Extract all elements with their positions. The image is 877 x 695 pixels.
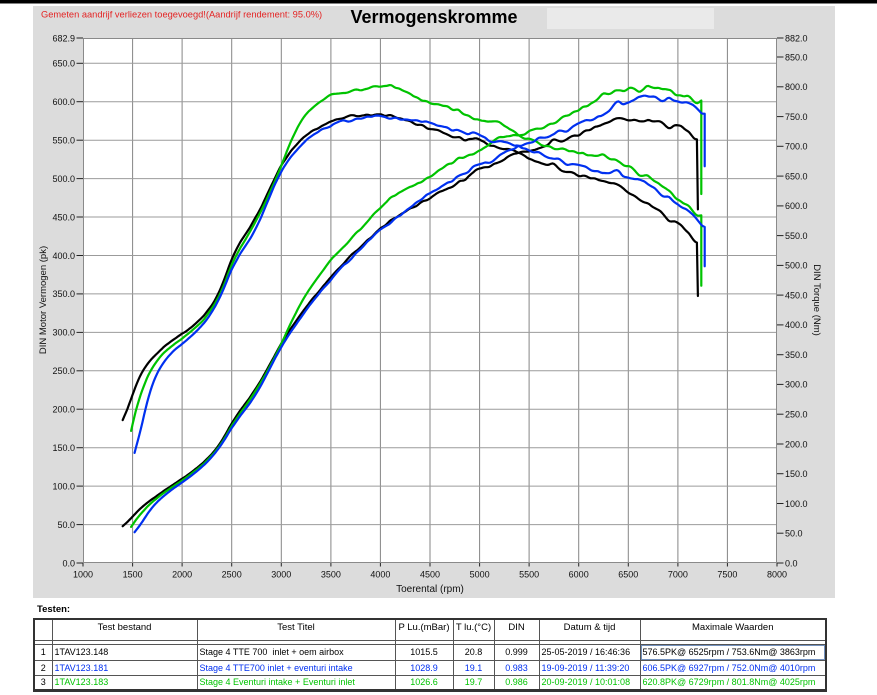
svg-text:200.0: 200.0 (785, 439, 808, 449)
svg-text:0.0: 0.0 (785, 558, 798, 568)
svg-text:400.0: 400.0 (52, 251, 75, 261)
svg-text:Gemeten aandrijf verliezen toe: Gemeten aandrijf verliezen toegevoegd!(A… (41, 10, 322, 20)
svg-text:800.0: 800.0 (785, 82, 808, 92)
svg-text:6000: 6000 (569, 569, 589, 579)
svg-text:650.0: 650.0 (785, 171, 808, 181)
svg-text:2000: 2000 (172, 569, 192, 579)
svg-text:8000: 8000 (767, 569, 787, 579)
svg-text:450.0: 450.0 (785, 290, 808, 300)
svg-text:682.9: 682.9 (52, 33, 75, 43)
svg-text:3000: 3000 (271, 569, 291, 579)
svg-text:1000: 1000 (73, 569, 93, 579)
svg-text:50.0: 50.0 (57, 520, 75, 530)
svg-text:Toerental (rpm): Toerental (rpm) (396, 584, 464, 595)
svg-text:6500: 6500 (618, 569, 638, 579)
svg-text:100.0: 100.0 (52, 481, 75, 491)
svg-text:150.0: 150.0 (52, 443, 75, 453)
svg-text:350.0: 350.0 (52, 289, 75, 299)
svg-text:Vermogenskromme: Vermogenskromme (350, 7, 517, 27)
svg-text:650.0: 650.0 (52, 59, 75, 69)
svg-text:100.0: 100.0 (785, 499, 808, 509)
svg-text:7000: 7000 (668, 569, 688, 579)
svg-text:550.0: 550.0 (52, 136, 75, 146)
svg-text:5500: 5500 (519, 569, 539, 579)
svg-text:550.0: 550.0 (785, 231, 808, 241)
svg-text:50.0: 50.0 (785, 529, 803, 539)
svg-text:0.0: 0.0 (62, 558, 75, 568)
svg-text:7500: 7500 (717, 569, 737, 579)
svg-text:3500: 3500 (321, 569, 341, 579)
svg-text:4000: 4000 (370, 569, 390, 579)
svg-text:5000: 5000 (470, 569, 490, 579)
svg-text:DIN Torque (Nm): DIN Torque (Nm) (811, 264, 822, 336)
svg-text:500.0: 500.0 (785, 261, 808, 271)
svg-text:DIN Motor Vermogen (pk): DIN Motor Vermogen (pk) (38, 246, 49, 354)
svg-text:350.0: 350.0 (785, 350, 808, 360)
svg-text:700.0: 700.0 (785, 142, 808, 152)
svg-text:150.0: 150.0 (785, 469, 808, 479)
svg-text:300.0: 300.0 (52, 328, 75, 338)
svg-text:250.0: 250.0 (785, 410, 808, 420)
svg-text:850.0: 850.0 (785, 52, 808, 62)
svg-text:600.0: 600.0 (785, 201, 808, 211)
svg-text:750.0: 750.0 (785, 112, 808, 122)
svg-text:500.0: 500.0 (52, 174, 75, 184)
svg-text:250.0: 250.0 (52, 366, 75, 376)
svg-text:300.0: 300.0 (785, 380, 808, 390)
svg-text:4500: 4500 (420, 569, 440, 579)
svg-text:2500: 2500 (222, 569, 242, 579)
svg-text:400.0: 400.0 (785, 320, 808, 330)
svg-text:1500: 1500 (123, 569, 143, 579)
svg-text:200.0: 200.0 (52, 405, 75, 415)
svg-text:450.0: 450.0 (52, 212, 75, 222)
svg-text:600.0: 600.0 (52, 97, 75, 107)
svg-text:882.0: 882.0 (785, 33, 808, 43)
